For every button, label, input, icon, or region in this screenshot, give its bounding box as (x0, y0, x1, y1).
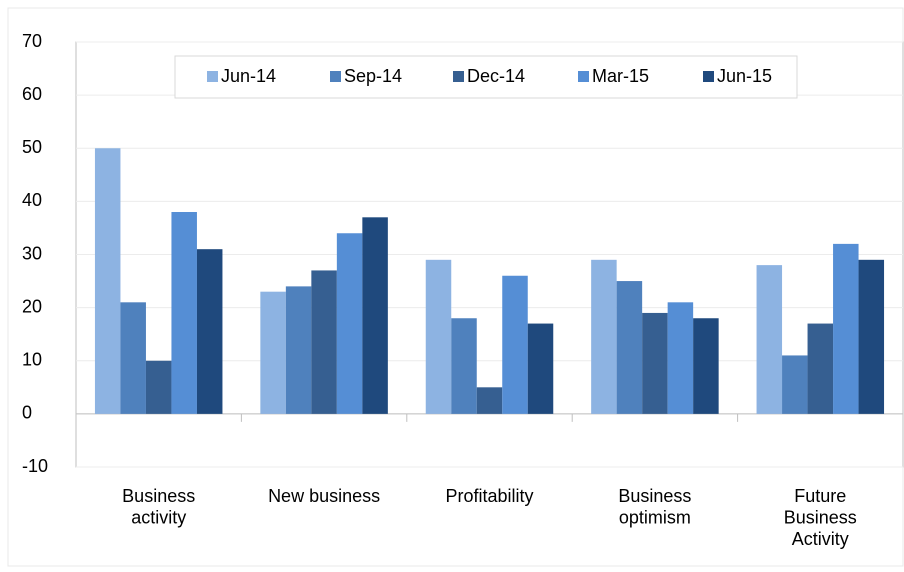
bar (362, 217, 388, 414)
y-tick-label: -10 (22, 456, 48, 476)
legend-swatch (207, 71, 218, 82)
bar (807, 323, 834, 414)
legend-label: Jun-15 (717, 66, 772, 86)
bar (642, 312, 668, 414)
bar (145, 360, 172, 414)
x-tick-label: New business (268, 486, 380, 506)
bar (336, 233, 363, 414)
x-tick-label: Future Business Activity (784, 486, 857, 549)
bar (260, 291, 286, 414)
y-tick-label: 60 (22, 84, 42, 104)
bar (502, 275, 528, 414)
x-tick-label: Business optimism (618, 486, 691, 528)
legend-label: Dec-14 (467, 66, 525, 86)
bar (94, 148, 121, 414)
x-tick-label: Profitability (445, 486, 533, 506)
bar (311, 270, 337, 414)
x-tick-label: Business activity (122, 486, 195, 528)
bar (693, 318, 719, 414)
y-tick-label: 50 (22, 137, 42, 157)
bar (451, 318, 477, 414)
y-tick-label: 20 (22, 296, 42, 316)
legend-swatch (330, 71, 341, 82)
bar (756, 265, 783, 414)
bar (667, 302, 694, 414)
bar (591, 259, 617, 414)
y-tick-label: 0 (22, 403, 32, 423)
bar (425, 259, 452, 414)
legend-box (174, 55, 798, 99)
y-tick-label: 40 (22, 190, 42, 210)
legend-label: Mar-15 (592, 66, 649, 86)
legend-label: Sep-14 (344, 66, 402, 86)
bar (196, 249, 223, 414)
bar (616, 281, 643, 414)
legend-swatch (453, 71, 464, 82)
y-tick-label: 70 (22, 31, 42, 51)
y-tick-label: 10 (22, 350, 42, 370)
bar (833, 243, 859, 414)
legend-swatch (703, 71, 714, 82)
bar (285, 286, 312, 414)
legend-swatch (578, 71, 589, 82)
legend-label: Jun-14 (221, 66, 276, 86)
bar (171, 212, 197, 414)
bar (476, 387, 503, 414)
bar (120, 302, 146, 414)
bar (782, 355, 808, 414)
bar (527, 323, 554, 414)
bar (858, 259, 885, 414)
y-tick-label: 30 (22, 243, 42, 263)
